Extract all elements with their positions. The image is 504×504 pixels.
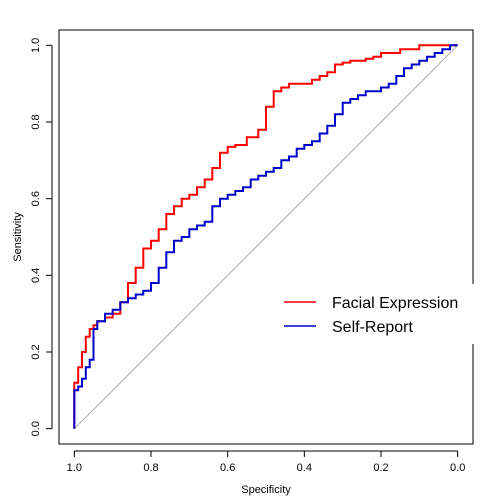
x-tick-label: 0.8 — [143, 462, 158, 474]
x-tick-label: 0.4 — [297, 462, 312, 474]
x-axis: 1.0 0.8 0.6 0.4 0.2 0.0 — [67, 450, 465, 474]
series-line-self-report — [73, 44, 458, 429]
x-axis-title: Specificity — [241, 484, 291, 496]
reference-line-layer — [73, 44, 459, 430]
legend-label-facial-expression: Facial Expression — [332, 295, 458, 312]
x-tick-label: 0.0 — [450, 462, 465, 474]
y-tick-label: 0.6 — [30, 191, 42, 206]
y-axis-title: Sensitivity — [12, 212, 24, 262]
y-axis: 0.0 0.2 0.4 0.6 0.8 1.0 — [30, 38, 53, 436]
y-tick-label: 0.4 — [30, 268, 42, 283]
plot-frame — [58, 29, 474, 445]
x-tick-label: 0.6 — [220, 462, 235, 474]
y-tick-label: 0.8 — [30, 114, 42, 129]
legend-background — [278, 284, 504, 344]
legend: Facial Expression Self-Report — [278, 284, 504, 344]
legend-label-self-report: Self-Report — [332, 319, 413, 336]
series-layer — [73, 44, 458, 429]
y-tick-label: 0.0 — [30, 421, 42, 436]
x-tick-label: 0.2 — [373, 462, 388, 474]
y-tick-label: 1.0 — [30, 38, 42, 53]
x-tick-label: 1.0 — [67, 462, 82, 474]
reference-diagonal-line — [73, 44, 459, 430]
y-tick-label: 0.2 — [30, 344, 42, 359]
